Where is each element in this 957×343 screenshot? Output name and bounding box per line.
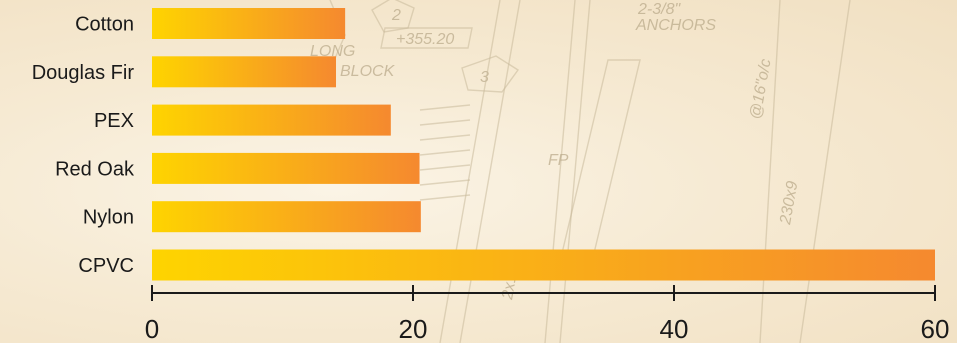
bg-text-fp: FP — [548, 152, 569, 169]
category-label-pex: PEX — [94, 110, 134, 132]
category-label-douglas-fir: Douglas Fir — [32, 62, 135, 84]
bar-cpvc — [152, 249, 935, 281]
category-label-cotton: Cotton — [75, 14, 134, 36]
x-tick-label-40: 40 — [660, 314, 689, 343]
x-tick-label-0: 0 — [145, 314, 159, 343]
bg-text-long: LONG — [310, 43, 355, 60]
x-tick-label-20: 20 — [399, 314, 428, 343]
x-tick-label-60: 60 — [921, 314, 950, 343]
bg-text-span: 230x9 — [777, 180, 802, 227]
category-label-red-oak: Red Oak — [55, 158, 135, 180]
bg-text-oc: @16"o/c — [747, 58, 774, 121]
bg-text-elev: +355.20 — [396, 31, 454, 48]
category-label-cpvc: CPVC — [78, 255, 134, 277]
bg-text-block: BLOCK — [340, 63, 396, 80]
bar-douglas-fir — [152, 56, 337, 88]
bar-series — [152, 8, 935, 281]
category-label-nylon: Nylon — [83, 207, 134, 229]
bg-number-2: 2 — [391, 7, 401, 24]
bar-cotton — [152, 8, 346, 39]
bg-text-size: 2-3/8" — [637, 1, 681, 18]
bg-number-3: 3 — [480, 69, 489, 86]
x-axis: 0 20 40 60 — [145, 285, 950, 343]
category-labels: Cotton Douglas Fir PEX Red Oak Nylon CPVC — [32, 14, 135, 278]
bar-nylon — [152, 201, 421, 233]
bar-red-oak — [152, 152, 420, 184]
bg-text-anchors: ANCHORS — [635, 17, 716, 34]
bar-pex — [152, 104, 391, 136]
